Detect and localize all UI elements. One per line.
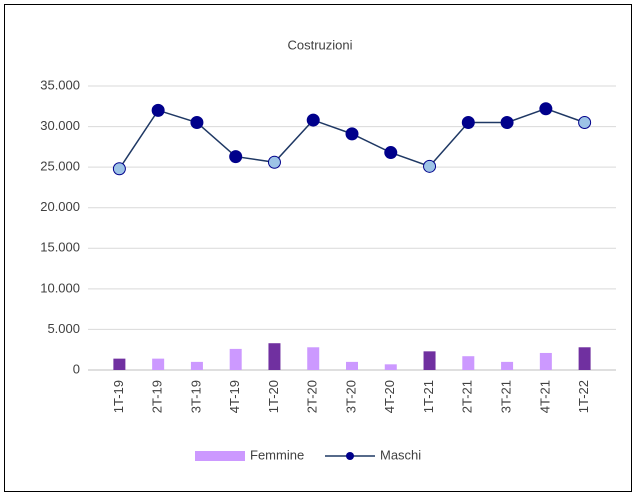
marker <box>461 116 475 130</box>
x-tick-label: 2T-19 <box>150 380 165 413</box>
bar <box>307 347 320 370</box>
bar <box>152 358 165 370</box>
bar <box>113 358 126 370</box>
marker <box>345 127 359 141</box>
marker <box>112 162 126 176</box>
bar <box>190 361 203 370</box>
bar <box>578 347 591 370</box>
marker <box>423 159 437 173</box>
bar <box>539 352 552 370</box>
legend-label: Maschi <box>380 447 421 462</box>
y-tick-label: 5.000 <box>47 321 80 336</box>
bar <box>229 348 242 370</box>
legend-marker <box>346 452 354 460</box>
x-tick-label: 4T-21 <box>537 380 552 413</box>
marker <box>190 116 204 130</box>
marker <box>384 146 398 160</box>
x-tick-label: 3T-19 <box>188 380 203 413</box>
x-tick-label: 4T-20 <box>382 380 397 413</box>
marker <box>151 103 165 117</box>
bar <box>462 356 475 370</box>
x-tick-label: 1T-22 <box>576 380 591 413</box>
y-tick-label: 25.000 <box>40 159 80 174</box>
y-tick-label: 0 <box>73 361 80 376</box>
marker <box>306 113 320 127</box>
y-tick-label: 35.000 <box>40 77 80 92</box>
y-tick-label: 15.000 <box>40 240 80 255</box>
x-tick-label: 3T-20 <box>343 380 358 413</box>
legend-swatch <box>195 451 245 461</box>
bar <box>423 351 436 370</box>
x-tick-label: 4T-19 <box>227 380 242 413</box>
bar <box>501 361 514 370</box>
x-tick-label: 1T-19 <box>111 380 126 413</box>
legend-label: Femmine <box>250 447 304 462</box>
x-tick-label: 1T-21 <box>421 380 436 413</box>
x-tick-label: 2T-21 <box>460 380 475 413</box>
marker <box>500 116 514 130</box>
x-tick-label: 2T-20 <box>305 380 320 413</box>
x-tick-label: 1T-20 <box>266 380 281 413</box>
x-tick-label: 3T-21 <box>499 380 514 413</box>
bar <box>346 361 358 370</box>
y-tick-label: 30.000 <box>40 118 80 133</box>
bar <box>268 343 281 370</box>
marker <box>229 150 243 164</box>
marker <box>539 102 553 116</box>
marker <box>267 155 281 169</box>
marker <box>578 116 592 130</box>
chart-title: Costruzioni <box>287 37 352 52</box>
y-tick-label: 10.000 <box>40 280 80 295</box>
y-tick-label: 20.000 <box>40 199 80 214</box>
bar <box>384 364 397 370</box>
